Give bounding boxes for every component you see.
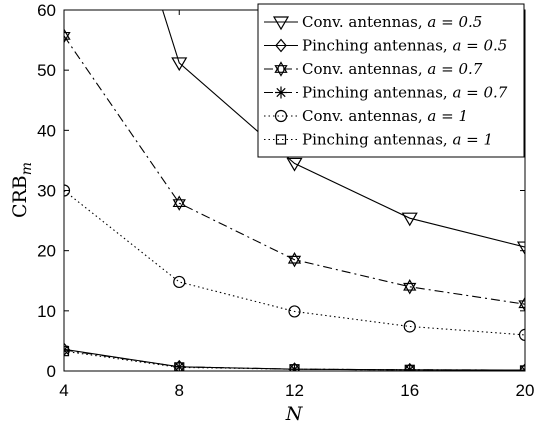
legend-label-text: Pinching antennas, [302, 37, 452, 55]
series-5-point-2 [173, 275, 186, 289]
axes-layer: 4 8 12 16 20 0 10 20 30 40 50 60 [37, 1, 534, 400]
series-6-point-1 [64, 346, 70, 357]
svg-text:CRBm: CRBm [9, 162, 35, 218]
series-3-point-5 [518, 296, 525, 312]
legend-marker-6 [275, 134, 287, 145]
series-6 [64, 346, 525, 371]
series-3-point-4 [403, 279, 417, 295]
x-tick-label: 8 [175, 381, 184, 400]
series-1-point-2 [171, 57, 188, 72]
series-5-point-4 [403, 320, 416, 333]
y-tick-label: 10 [37, 302, 56, 321]
legend-label: Pinching antennas, a = 1 [302, 131, 493, 149]
legend-label: Pinching antennas, a = 0.5 [302, 37, 507, 55]
series-1-point-3 [286, 157, 303, 172]
series-2-point-2 [173, 359, 186, 371]
y-axis-label-subscript: m [19, 162, 35, 175]
x-tick-label: 16 [400, 381, 419, 400]
y-tick-label: 30 [37, 182, 56, 201]
series-1-point-5 [516, 241, 525, 256]
series-5-point-3 [288, 305, 301, 318]
legend-item-1: Conv. antennas, a = 0.5 [264, 13, 482, 31]
legend-label: Conv. antennas, a = 0.7 [302, 60, 483, 78]
legend-label-math: a = 0.5 [427, 13, 482, 31]
legend-label: Conv. antennas, a = 0.5 [302, 13, 482, 31]
legend-label-math: a = 1 [452, 131, 493, 149]
legend-box [257, 3, 525, 158]
series-6-point-5 [519, 365, 525, 371]
x-tick-label: 4 [59, 381, 68, 400]
legend-item-6: Pinching antennas, a = 1 [264, 131, 493, 149]
series-5-point-5 [518, 328, 525, 341]
series-2-point-4 [403, 362, 416, 371]
series-6-point-4 [404, 364, 415, 371]
series-3-line [64, 35, 525, 305]
series-3-point-1 [64, 28, 71, 44]
y-tick-label: 50 [37, 61, 56, 80]
legend-item-2: Pinching antennas, a = 0.5 [264, 37, 507, 55]
legend-label-text: Conv. antennas, [302, 60, 427, 78]
x-axis-label: N [285, 403, 304, 424]
series-5 [64, 184, 525, 341]
legend-label-text: Pinching antennas, [302, 131, 452, 149]
series-3-point-3 [287, 251, 302, 268]
legend-marker-3 [274, 61, 288, 77]
series-2-point-5 [519, 363, 525, 371]
legend-label-text: Conv. antennas, [302, 13, 427, 31]
legend-label-math: a = 0.5 [452, 37, 507, 55]
legend-item-5: Conv. antennas, a = 1 [264, 107, 468, 125]
series-1-point-4 [401, 212, 418, 227]
y-tick-label: 60 [37, 1, 56, 20]
series-5-line [64, 190, 525, 336]
legend-label: Pinching antennas, a = 0.7 [302, 84, 508, 102]
legend-item-4: Pinching antennas, a = 0.7 [264, 84, 508, 102]
series-2-point-3 [288, 362, 301, 371]
series-6-line [64, 350, 525, 371]
legend-label-text: Conv. antennas, [302, 107, 427, 125]
y-tick-label: 20 [37, 242, 56, 261]
legend-label-math: a = 0.7 [452, 84, 507, 102]
series-5-point-1 [64, 184, 71, 197]
y-tick-label: 0 [47, 362, 56, 381]
series-3-point-2 [172, 195, 186, 211]
y-tick-label: 40 [37, 121, 56, 140]
legend-label: Conv. antennas, a = 1 [302, 107, 468, 125]
series-1-line [161, 10, 525, 248]
legend-marker-4 [275, 86, 287, 99]
legend-marker-1 [272, 16, 290, 31]
legend-item-3: Conv. antennas, a = 0.7 [264, 60, 483, 78]
series-6-point-2 [174, 362, 185, 371]
legend-label-math: a = 1 [427, 107, 468, 125]
y-axis-label: CRBm [9, 162, 35, 218]
x-tick-label: 20 [516, 381, 535, 400]
legend-label-math: a = 0.7 [427, 60, 482, 78]
series-6-point-3 [289, 364, 300, 371]
legend-marker-5 [274, 109, 288, 123]
y-axis-label-base: CRB [9, 175, 31, 218]
x-tick-label: 12 [285, 381, 304, 400]
series-1 [161, 10, 525, 256]
legend-label-text: Pinching antennas, [302, 84, 452, 102]
series-3 [64, 28, 525, 312]
legend-marker-2 [275, 38, 287, 53]
